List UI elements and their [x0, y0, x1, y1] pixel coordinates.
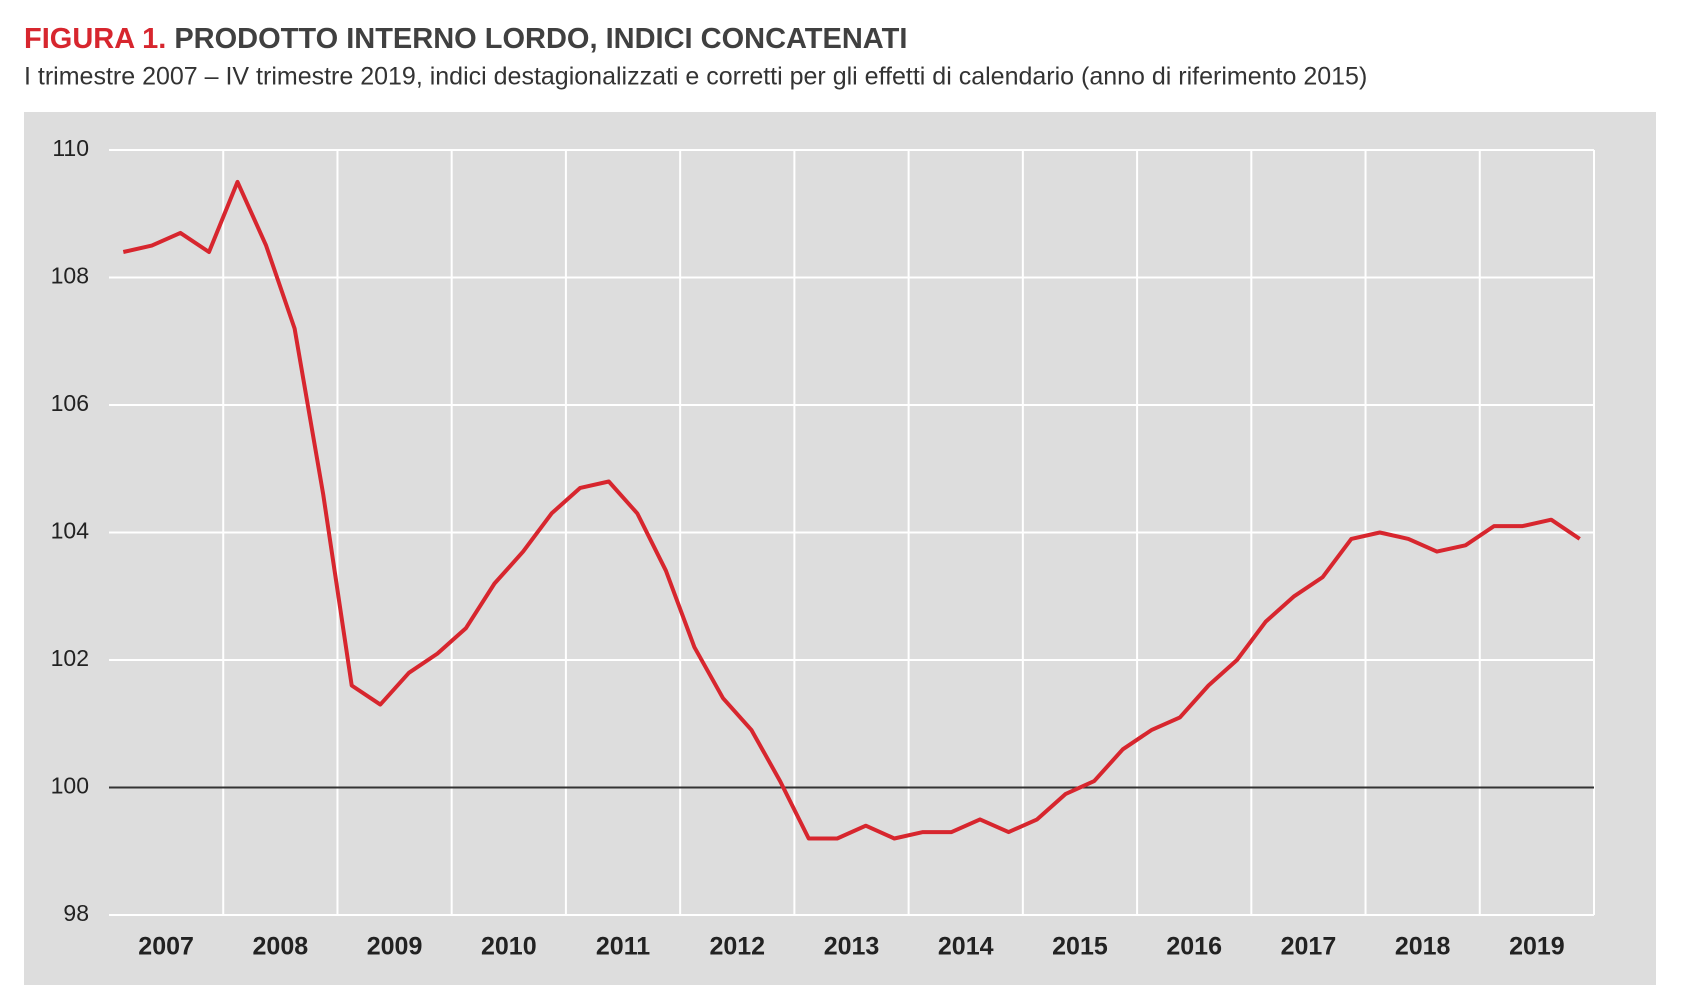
x-tick-label: 2012	[709, 933, 765, 961]
x-tick-label: 2009	[367, 933, 423, 961]
x-tick-label: 2007	[138, 933, 194, 961]
data-line	[122, 179, 1581, 841]
chart-title: PRODOTTO INTERNO LORDO, INDICI CONCATENA…	[174, 23, 907, 55]
x-tick-label: 2019	[1509, 933, 1565, 961]
x-tick-label: 2013	[824, 933, 880, 961]
plot-panel	[24, 112, 1656, 985]
x-tick-label: 2016	[1166, 933, 1222, 961]
x-tick-label: 2017	[1281, 933, 1337, 961]
y-tick-label: 100	[51, 773, 89, 799]
x-tick-label: 2018	[1395, 933, 1451, 961]
x-tick-label: 2011	[596, 933, 650, 961]
y-tick-label: 106	[51, 390, 89, 416]
y-tick-label: 104	[51, 518, 90, 544]
x-tick-label: 2008	[253, 933, 309, 961]
y-tick-label: 102	[51, 645, 89, 671]
title-line: FIGURA 1. PRODOTTO INTERNO LORDO, INDICI …	[24, 23, 907, 55]
x-tick-label: 2010	[481, 933, 537, 961]
y-tick-label: 110	[52, 135, 89, 161]
y-tick-label: 108	[51, 263, 89, 289]
subtitle: I trimestre 2007 – IV trimestre 2019, in…	[24, 63, 1367, 91]
title-prefix: FIGURA 1.	[24, 23, 166, 55]
x-tick-label: 2014	[938, 933, 994, 961]
y-tick-label: 98	[63, 900, 89, 926]
x-tick-label: 2015	[1052, 933, 1108, 961]
